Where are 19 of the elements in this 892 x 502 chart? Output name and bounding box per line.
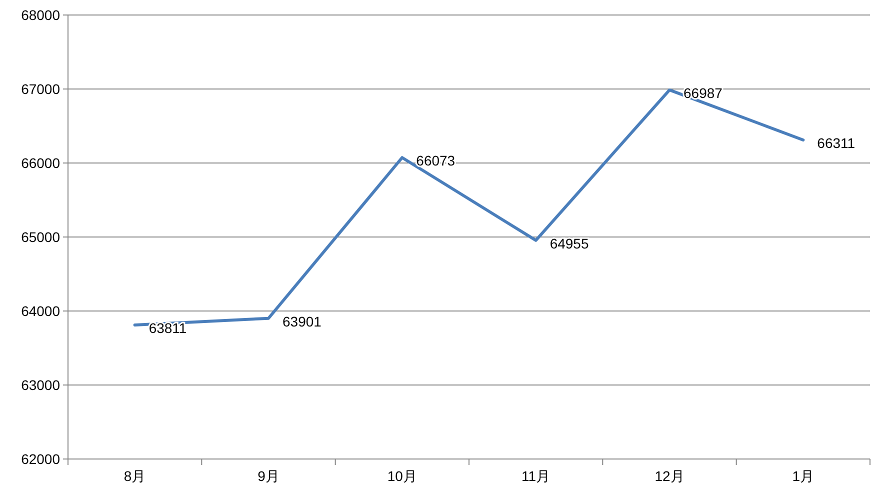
data-label: 66073 [416,152,456,169]
data-label: 64955 [550,235,589,252]
y-tick-label: 62000 [21,451,60,467]
y-tick-label: 63000 [21,377,60,393]
data-label: 63811 [148,320,187,336]
data-label: 66311 [817,134,856,151]
x-tick-label: 9月 [258,468,280,484]
x-tick-label: 1月 [792,468,814,484]
data-label: 66987 [684,84,723,101]
x-tick-label: 11月 [522,468,550,484]
y-tick-label: 65000 [21,229,60,245]
x-tick-label: 10月 [387,468,417,484]
y-tick-label: 68000 [21,7,60,23]
y-tick-label: 64000 [21,303,60,319]
y-tick-label: 66000 [21,155,60,171]
x-tick-label: 12月 [654,468,684,484]
data-label: 63901 [282,313,322,330]
y-tick-label: 67000 [21,81,60,97]
x-tick-label: 8月 [124,468,146,484]
